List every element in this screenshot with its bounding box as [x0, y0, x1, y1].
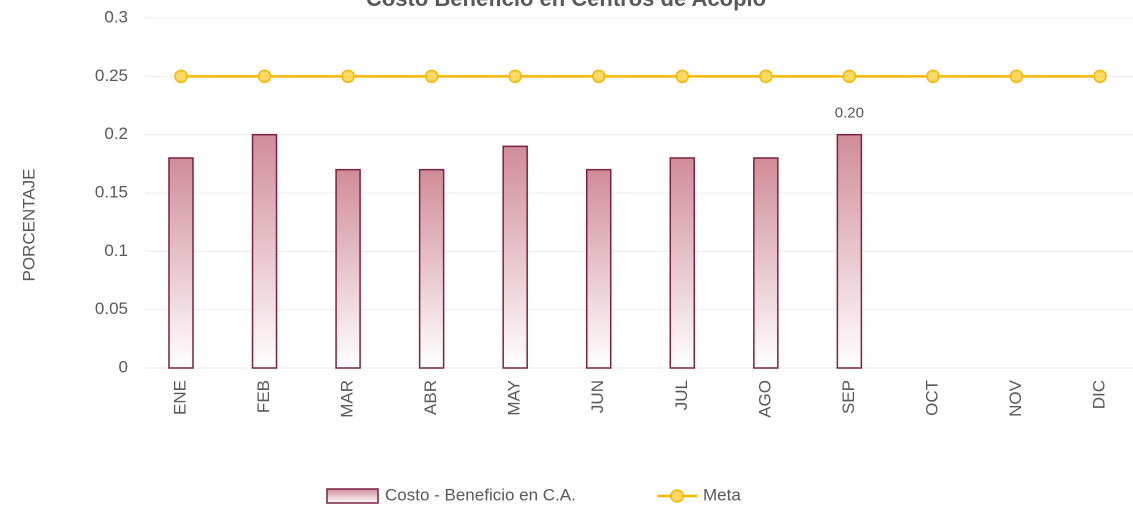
- legend-label: Costo - Beneficio en C.A.: [385, 485, 576, 504]
- marker: [926, 69, 940, 84]
- data-label: 0.20: [835, 105, 864, 122]
- bar: [753, 157, 779, 369]
- x-tick-label: ABR: [421, 380, 440, 415]
- marker: [1009, 69, 1024, 84]
- x-tick-label: MAY: [505, 380, 524, 416]
- bar: [836, 133, 863, 369]
- marker: [341, 69, 355, 84]
- x-tick-label: JUN: [588, 380, 607, 413]
- bar: [502, 145, 528, 369]
- x-tick-label: DIC: [1090, 380, 1109, 409]
- legend-swatch: [326, 488, 379, 504]
- y-tick-label: 0.25: [95, 66, 128, 85]
- marker: [257, 69, 272, 84]
- y-tick-label: 0.1: [104, 241, 128, 260]
- marker: [1093, 69, 1107, 84]
- y-tick-label: 0.05: [95, 299, 128, 318]
- marker: [508, 69, 522, 84]
- marker: [591, 69, 606, 84]
- legend-label: Meta: [703, 485, 741, 504]
- y-tick-label: 0.3: [104, 7, 128, 26]
- x-tick-label: ENE: [170, 380, 189, 415]
- x-tick-label: SEP: [839, 380, 858, 414]
- y-tick-label: 0.2: [104, 124, 128, 143]
- x-tick-label: OCT: [922, 380, 941, 416]
- y-tick-label: 0.15: [95, 182, 128, 201]
- chart-title: Costo Beneficio en Centros de Acopio: [366, 0, 766, 11]
- x-tick-label: MAR: [338, 380, 357, 418]
- bar: [418, 168, 445, 369]
- y-axis-label: PORCENTAJE: [19, 168, 38, 281]
- x-tick-label: AGO: [755, 380, 774, 418]
- marker: [675, 69, 690, 84]
- marker: [174, 69, 188, 84]
- bar: [585, 168, 612, 369]
- x-tick-label: JUL: [672, 380, 691, 410]
- marker: [842, 69, 857, 84]
- bar: [335, 168, 361, 369]
- bar: [669, 157, 696, 369]
- y-tick-label: 0: [119, 357, 128, 376]
- bar: [168, 157, 194, 369]
- x-tick-label: NOV: [1006, 379, 1025, 417]
- marker: [424, 69, 439, 84]
- x-tick-label: FEB: [254, 380, 273, 413]
- bar: [251, 133, 278, 369]
- marker: [759, 69, 773, 84]
- legend-swatch: [670, 489, 684, 503]
